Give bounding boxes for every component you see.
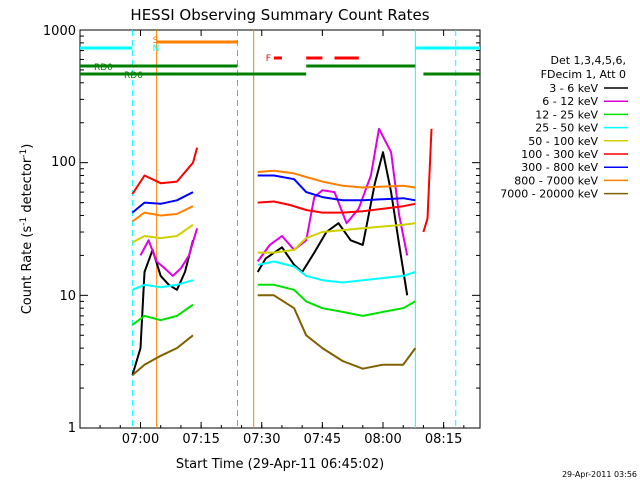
y-axis-label: Count Rate (s-1 detector-1) — [19, 144, 35, 315]
legend-entry-label: 6 - 12 keV — [542, 95, 598, 108]
x-tick-label: 08:00 — [364, 432, 401, 447]
y-axis-label-text: Count Rate (s — [20, 226, 35, 315]
y-tick-label: 10 — [59, 289, 76, 304]
series-line — [131, 240, 194, 376]
series-line — [257, 283, 416, 317]
legend-entry-label: 12 - 25 keV — [535, 108, 598, 121]
series-line — [257, 200, 416, 214]
x-tick-label: 07:45 — [304, 432, 341, 447]
series-line — [131, 334, 194, 376]
series-line — [256, 151, 409, 296]
series-line — [131, 303, 194, 326]
legend-header-line: FDecim 1, Att 0 — [541, 68, 626, 81]
status-flag-label: RD0 — [94, 63, 113, 73]
y-axis-label-sup: -1 — [19, 149, 29, 158]
y-tick-label: 100 — [51, 155, 76, 170]
series-line — [139, 228, 199, 277]
legend-entry-label: 3 - 6 keV — [549, 82, 598, 95]
series-line — [131, 205, 194, 223]
chart-title: HESSI Observing Summary Count Rates — [130, 6, 429, 24]
series-line — [257, 294, 417, 370]
series-line — [131, 223, 194, 244]
series-line — [257, 169, 416, 189]
legend-entry-label: 800 - 7000 keV — [514, 174, 598, 187]
y-tick-label: 1000 — [43, 24, 76, 39]
timestamp: 29-Apr-2011 03:56 — [562, 470, 637, 479]
legend-entry-label: 25 - 50 keV — [535, 122, 598, 135]
status-flag-label: RD6 — [124, 71, 143, 81]
status-flag-label: F — [266, 54, 271, 64]
x-tick-label: 08:15 — [425, 432, 462, 447]
legend-entry-label: 300 - 800 keV — [521, 161, 598, 174]
series-line — [132, 279, 194, 291]
series-line — [422, 128, 433, 233]
status-flag-label: S — [153, 36, 159, 46]
x-tick-label: 07:00 — [122, 432, 159, 447]
legend-entry-label: 50 - 100 keV — [528, 135, 598, 148]
legend-entry-label: 7000 - 20000 keV — [500, 188, 598, 201]
series-line — [257, 260, 416, 284]
y-axis-label-mid: detector — [20, 157, 35, 217]
x-tick-label: 07:15 — [182, 432, 219, 447]
series-line — [131, 147, 199, 195]
plot-frame — [79, 29, 481, 429]
y-axis-label-sup: -1 — [19, 217, 29, 226]
series-line — [256, 127, 409, 263]
status-flag-label: N — [153, 44, 160, 54]
chart-marks: 07:00 07:15 07:30 07:45 08:00 08:15 SN F RD0 RD6 3… — [80, 30, 628, 447]
x-axis-label: Start Time (29-Apr-11 06:45:02) — [176, 457, 384, 472]
legend-header-line: Det 1,3,4,5,6, — [550, 54, 626, 67]
series-line — [257, 222, 416, 254]
y-axis-label-end: ) — [20, 144, 35, 149]
series-line — [257, 174, 416, 202]
y-tick-label: 1 — [68, 421, 76, 436]
legend-entry-label: 100 - 300 keV — [521, 148, 598, 161]
series-line — [131, 191, 194, 214]
x-tick-label: 07:30 — [243, 432, 280, 447]
